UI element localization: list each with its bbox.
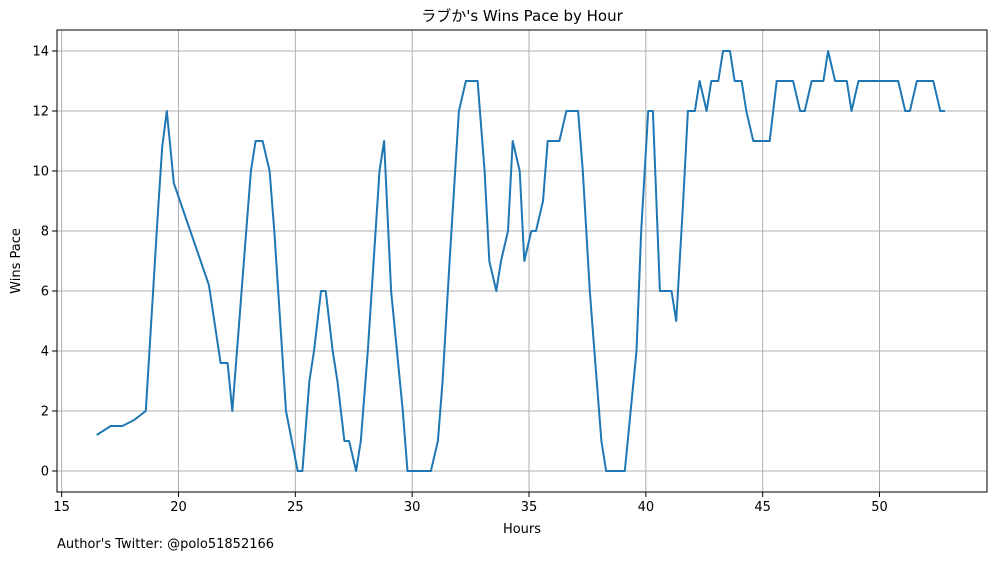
axis-ticks: 15 20 25 30 35 40 45 50 0 2 4 6 8 10 12 14 xyxy=(32,45,887,516)
author-credit: Author's Twitter: @polo51852166 xyxy=(57,537,275,552)
y-tick-label: 2 xyxy=(41,405,49,420)
x-tick-label: 20 xyxy=(170,500,187,515)
y-tick-label: 8 xyxy=(41,225,49,240)
y-tick-label: 10 xyxy=(32,165,49,180)
x-tick-label: 40 xyxy=(638,500,655,515)
y-tick-label: 0 xyxy=(41,465,49,480)
y-tick-label: 4 xyxy=(41,345,49,360)
y-tick-label: 14 xyxy=(32,45,49,60)
chart-title: ラブか's Wins Pace by Hour xyxy=(421,7,623,25)
y-axis-label: Wins Pace xyxy=(9,228,24,294)
grid-lines xyxy=(57,30,987,492)
x-tick-label: 50 xyxy=(871,500,888,515)
wins-pace-series-line xyxy=(96,50,945,472)
y-tick-label: 6 xyxy=(41,285,49,300)
x-tick-label: 45 xyxy=(754,500,771,515)
y-tick-label: 12 xyxy=(32,105,49,120)
x-tick-label: 25 xyxy=(287,500,304,515)
x-tick-label: 30 xyxy=(404,500,421,515)
x-tick-label: 35 xyxy=(521,500,538,515)
x-tick-label: 15 xyxy=(53,500,70,515)
plot-frame xyxy=(56,29,988,493)
x-axis-label: Hours xyxy=(503,522,541,537)
